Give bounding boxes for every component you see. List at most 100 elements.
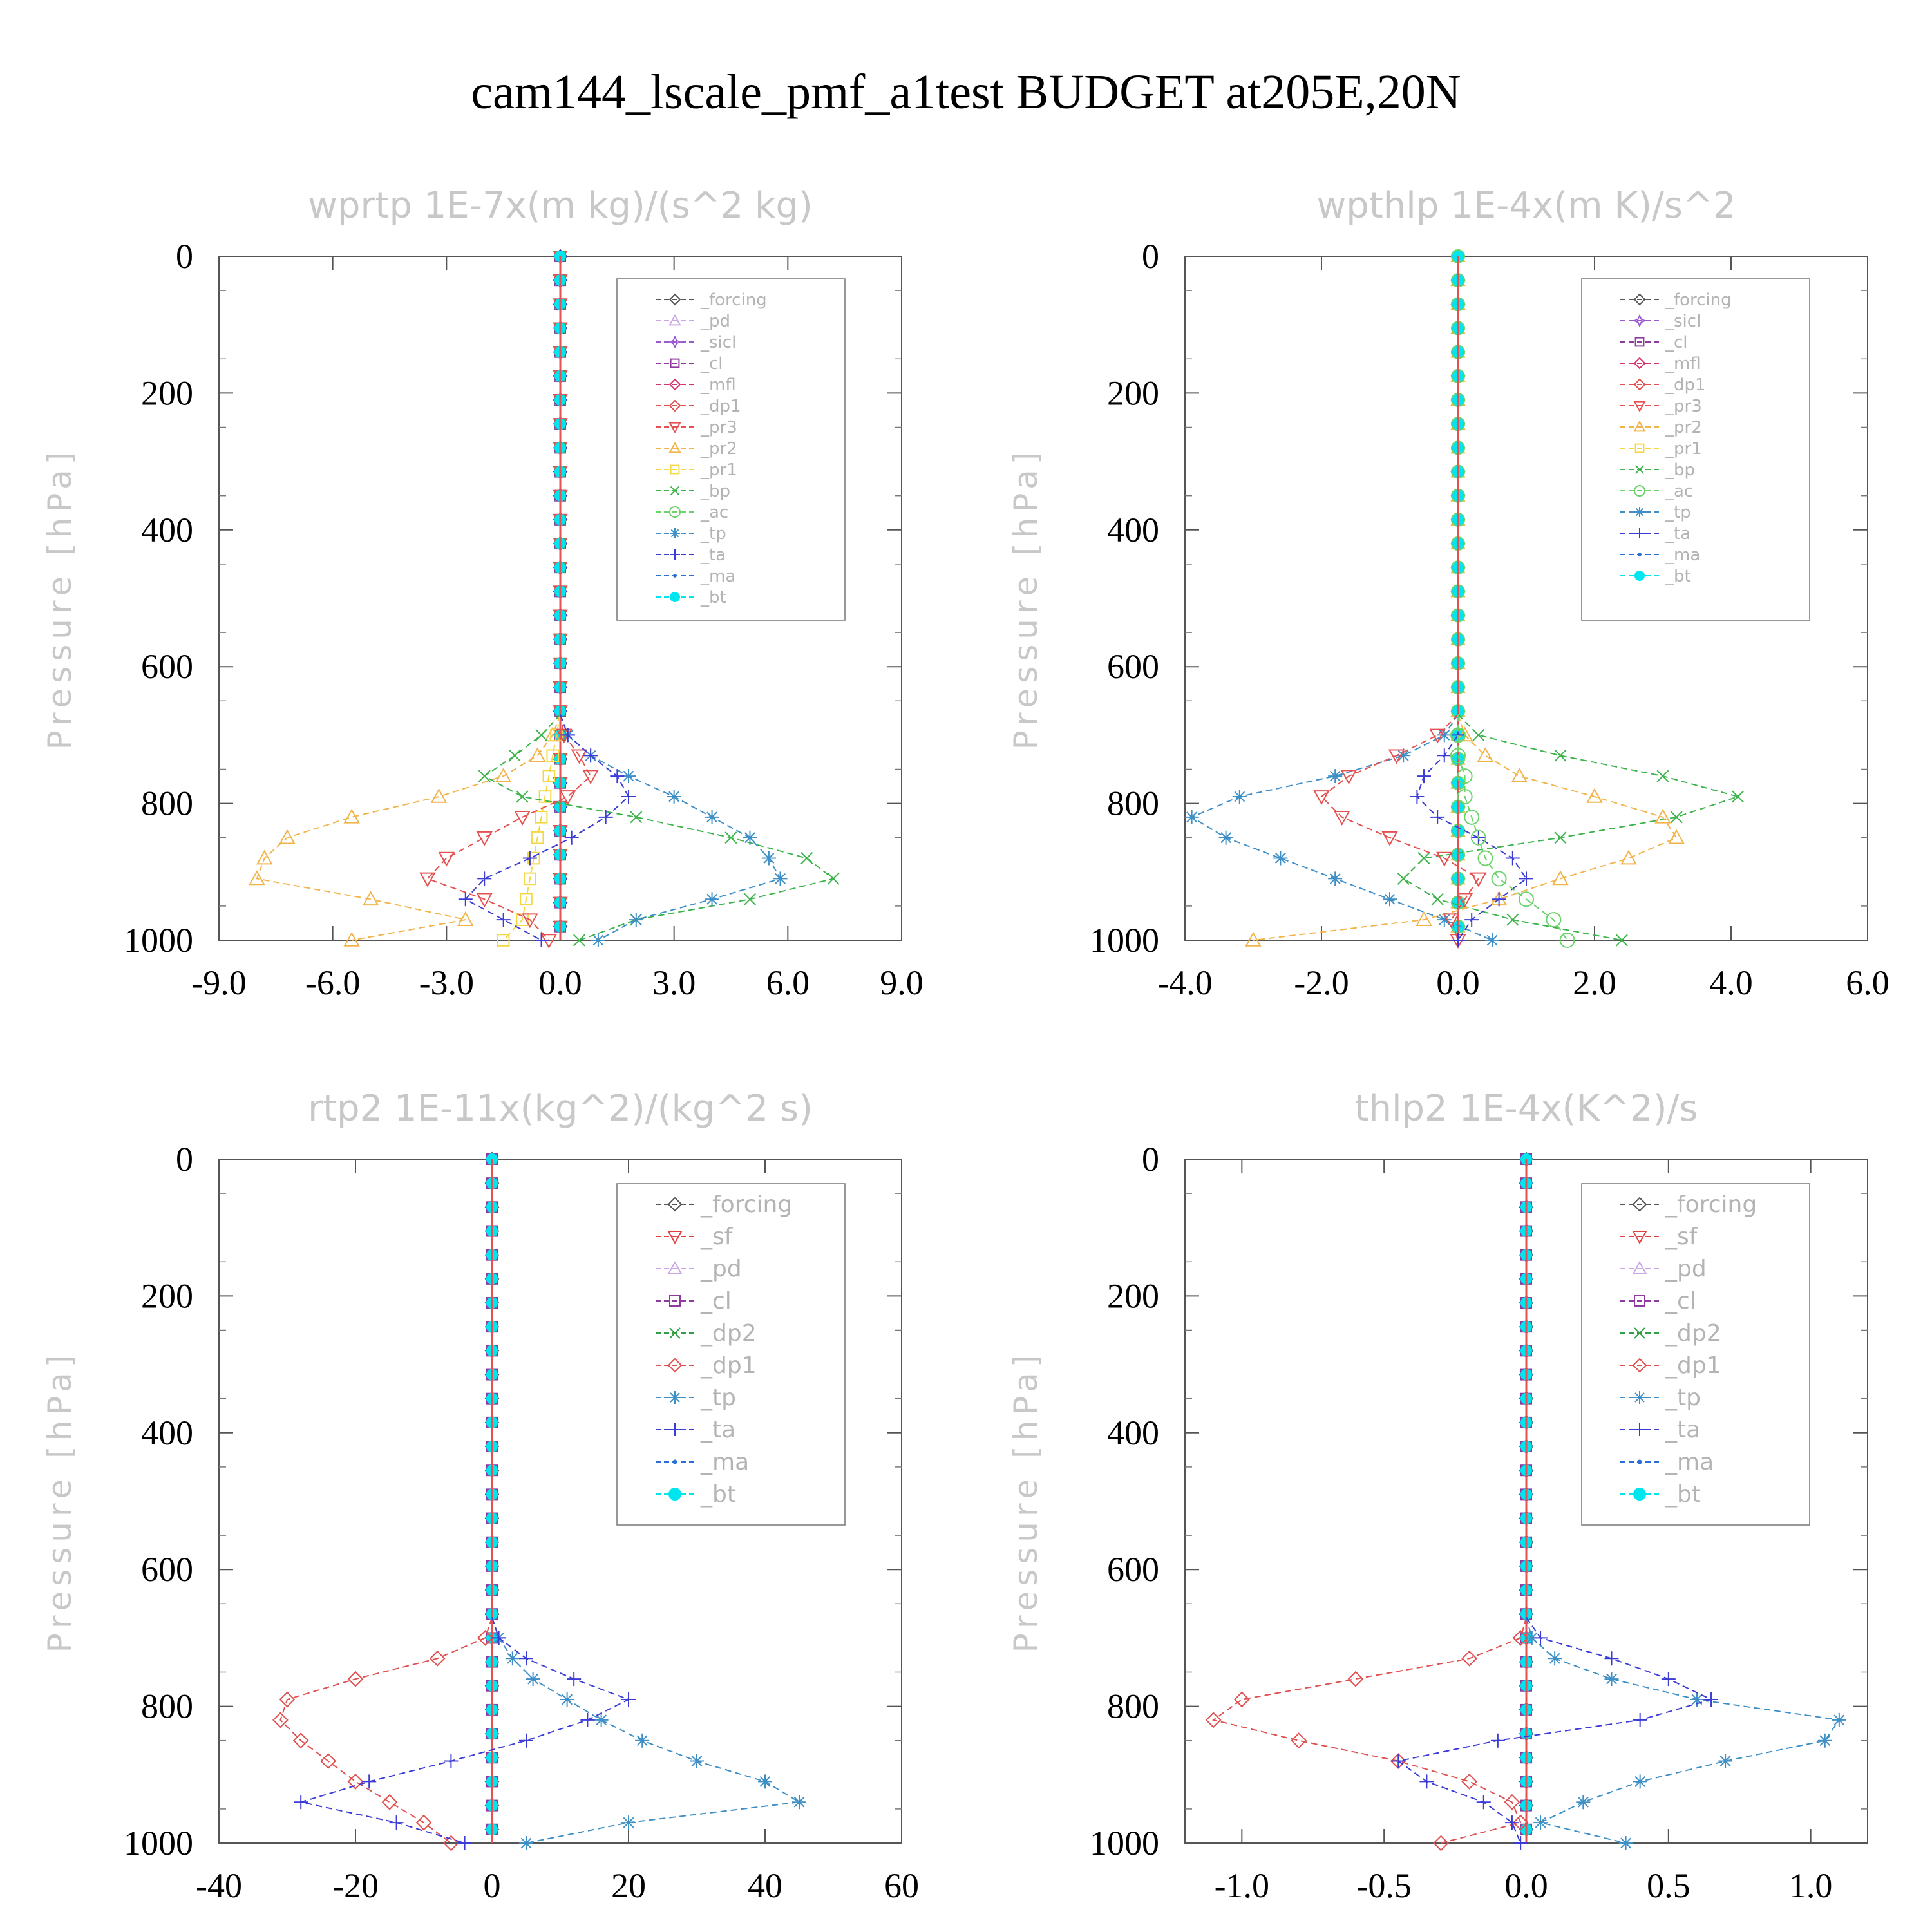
data-point: [594, 1712, 609, 1727]
data-point: [560, 728, 575, 743]
data-point: [670, 528, 680, 538]
legend-label: _sicl: [700, 333, 736, 352]
series-line-pr2: [1253, 714, 1678, 941]
data-point: [1218, 830, 1233, 845]
panel-title: rtp2 1E-11x(kg^2)/(kg^2 s): [308, 1088, 813, 1130]
x-tick-label: 6.0: [1846, 963, 1889, 1002]
legend-label: _sf: [1665, 1224, 1698, 1250]
data-point: [1634, 528, 1645, 538]
y-tick-label: 600: [141, 647, 193, 686]
x-tick-label: 40: [748, 1866, 782, 1905]
data-point: [1513, 1836, 1528, 1850]
series-line-pr3: [1320, 714, 1480, 941]
data-point: [1718, 1754, 1733, 1768]
x-tick-label: 0.0: [1504, 1866, 1548, 1905]
data-point: [1634, 1327, 1645, 1339]
legend: _forcing _sicl _cl _mfl_dp1 _pr3 _pr2 _pr1_bp _…: [1581, 278, 1810, 621]
legend-label: _pr1: [1665, 439, 1702, 459]
chart-panel-3: rtp2 1E-11x(kg^2)/(kg^2 s) Pressure [hPa]…: [41, 1088, 919, 1905]
y-tick-label: 800: [1107, 784, 1159, 823]
y-axis-label: Pressure [hPa]: [1007, 1350, 1045, 1653]
data-point: [670, 549, 680, 560]
data-point: [1396, 748, 1411, 763]
y-axis-label: Pressure [hPa]: [41, 1350, 79, 1653]
data-point: [668, 1488, 681, 1501]
y-tick-label: 400: [141, 1414, 193, 1452]
series-line-ta: [300, 1617, 630, 1844]
data-point: [1504, 1794, 1520, 1810]
data-point: [362, 1774, 377, 1789]
y-tick-label: 800: [141, 1687, 193, 1726]
data-point: [1476, 1795, 1491, 1810]
data-point: [1704, 1692, 1719, 1707]
series-line-bp: [483, 714, 835, 941]
legend-label: _forcing: [1665, 290, 1732, 310]
data-point: [381, 1794, 398, 1810]
data-point: [1668, 829, 1685, 844]
x-tick-label: 6.0: [766, 963, 810, 1002]
data-point: [457, 911, 474, 926]
x-tick-label: -2.0: [1294, 963, 1349, 1002]
x-tick-label: -6.0: [305, 963, 360, 1002]
series-line-ta: [464, 714, 630, 941]
legend-label: _ta: [700, 1417, 735, 1443]
data-point: [1615, 934, 1628, 947]
data-point: [724, 831, 737, 844]
data-point: [1632, 1260, 1647, 1274]
data-point: [1391, 1754, 1406, 1768]
data-point: [1397, 872, 1410, 885]
data-point: [279, 829, 296, 844]
x-tick-label: 9.0: [880, 963, 923, 1002]
data-point: [1451, 933, 1465, 947]
data-point: [1554, 749, 1567, 762]
data-point: [670, 486, 680, 496]
data-point: [668, 335, 682, 349]
legend-label: _cl: [700, 1288, 732, 1314]
y-tick-label: 1000: [1090, 921, 1159, 960]
legend-label: _dp1: [700, 397, 741, 416]
legend-label: _mfl: [1665, 354, 1701, 374]
data-point: [535, 728, 548, 741]
data-point: [571, 749, 588, 764]
data-point: [1604, 1651, 1619, 1666]
data-point: [1732, 790, 1745, 803]
y-axis-label: Pressure [hPa]: [41, 447, 79, 750]
y-tick-label: 800: [141, 784, 193, 823]
legend-label: _bt: [1665, 1481, 1701, 1508]
data-point: [743, 893, 756, 905]
data-point: [1429, 728, 1446, 744]
legend-label: _tp: [700, 524, 726, 544]
data-point: [1431, 893, 1444, 905]
data-point: [1328, 769, 1343, 784]
data-point: [667, 1197, 683, 1212]
data-point: [621, 1692, 636, 1707]
data-point: [1512, 1814, 1529, 1831]
data-point: [1417, 769, 1431, 784]
y-tick-label: 400: [1107, 1414, 1159, 1452]
data-point: [1477, 747, 1494, 762]
data-point: [1205, 1712, 1222, 1728]
data-point: [1632, 1231, 1647, 1245]
legend-label: _bt: [1665, 567, 1691, 586]
data-point: [1634, 1295, 1645, 1307]
data-point: [669, 1295, 681, 1307]
data-point: [630, 811, 643, 824]
y-tick-label: 200: [141, 1276, 193, 1315]
data-point: [478, 770, 491, 782]
data-point: [529, 747, 546, 762]
x-tick-label: 2.0: [1573, 963, 1616, 1002]
data-point: [1506, 913, 1519, 926]
data-point: [673, 574, 677, 578]
legend-label: _ma: [700, 1449, 749, 1475]
legend-label: _tp: [700, 1385, 736, 1411]
legend-label: _bt: [700, 588, 726, 607]
data-point: [1533, 1631, 1548, 1645]
y-tick-label: 0: [1142, 237, 1159, 276]
data-point: [1491, 871, 1507, 887]
y-tick-label: 1000: [124, 921, 193, 960]
data-point: [667, 789, 681, 804]
chart-panel-4: thlp2 1E-4x(K^2)/s Pressure [hPa] 0 200 400 6…: [1007, 1088, 1868, 1905]
data-point: [1450, 727, 1466, 743]
data-point: [1634, 571, 1645, 581]
legend-label: _dp1: [1665, 1352, 1721, 1379]
